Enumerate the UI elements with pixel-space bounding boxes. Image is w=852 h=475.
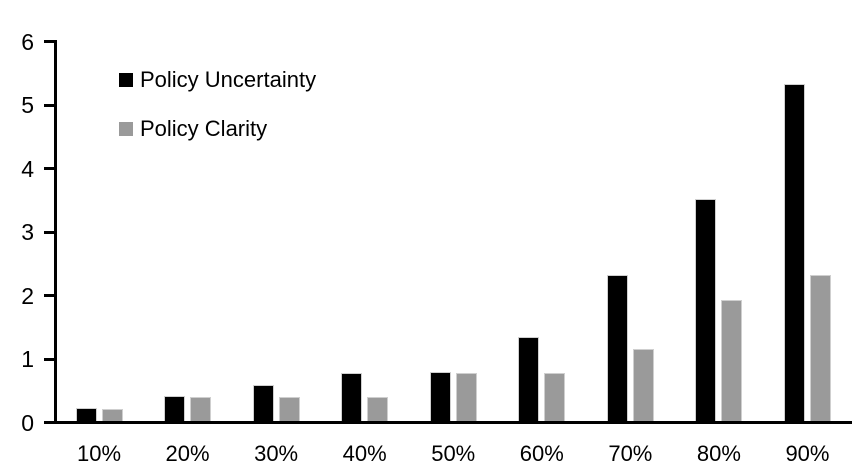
y-axis-tick xyxy=(44,357,54,361)
bar-policy-clarity xyxy=(632,349,654,421)
y-axis-tick xyxy=(44,167,54,170)
legend-item-policy-uncertainty: Policy Uncertainty xyxy=(119,69,316,91)
legend-item-policy-clarity: Policy Clarity xyxy=(119,118,316,140)
y-tick-label: 5 xyxy=(21,92,34,118)
bar-policy-uncertainty xyxy=(783,84,805,421)
y-axis-tick xyxy=(44,40,54,43)
y-tick-label: 2 xyxy=(21,282,34,309)
bar-policy-uncertainty xyxy=(606,275,628,421)
y-axis-tick xyxy=(44,294,54,297)
y-axis-tick xyxy=(44,230,54,234)
bar-policy-clarity xyxy=(190,397,212,421)
x-category-label: 30% xyxy=(254,441,299,466)
x-category-label: 50% xyxy=(431,441,476,466)
bar-policy-uncertainty xyxy=(164,396,186,421)
bar-policy-uncertainty xyxy=(429,372,451,421)
bar-policy-uncertainty xyxy=(75,408,97,421)
x-category-label: 20% xyxy=(165,441,210,466)
bar-policy-clarity xyxy=(809,275,831,421)
legend-swatch-policy-uncertainty xyxy=(119,73,133,87)
x-category-label: 90% xyxy=(785,441,830,466)
bar-policy-clarity xyxy=(367,397,389,421)
y-tick-label: 1 xyxy=(21,346,34,372)
y-tick-label: 0 xyxy=(21,409,34,436)
legend-label-policy-clarity: Policy Clarity xyxy=(140,116,268,141)
x-category-label: 80% xyxy=(696,441,741,466)
x-axis-line xyxy=(44,421,852,424)
bar-policy-uncertainty xyxy=(518,337,540,421)
bar-policy-clarity xyxy=(455,373,477,421)
bar-policy-uncertainty xyxy=(252,385,274,421)
y-tick-label: 4 xyxy=(21,155,34,182)
y-axis-line xyxy=(54,40,57,424)
bar-policy-clarity xyxy=(544,373,566,421)
legend-swatch-policy-clarity xyxy=(119,122,133,136)
y-tick-label: 6 xyxy=(21,28,34,55)
bar-policy-clarity xyxy=(101,409,123,421)
bar-policy-clarity xyxy=(721,300,743,421)
bar-policy-uncertainty xyxy=(695,199,717,421)
y-axis-tick xyxy=(44,103,54,107)
bar-policy-clarity xyxy=(278,397,300,421)
y-tick-label: 3 xyxy=(21,219,34,245)
x-category-label: 60% xyxy=(519,441,564,466)
x-category-label: 10% xyxy=(76,441,122,466)
x-category-label: 70% xyxy=(608,441,653,466)
x-category-label: 40% xyxy=(342,441,387,466)
bar-policy-uncertainty xyxy=(341,373,363,421)
legend-label-policy-uncertainty: Policy Uncertainty xyxy=(140,67,317,92)
legend: Policy Uncertainty Policy Clarity xyxy=(119,69,316,140)
